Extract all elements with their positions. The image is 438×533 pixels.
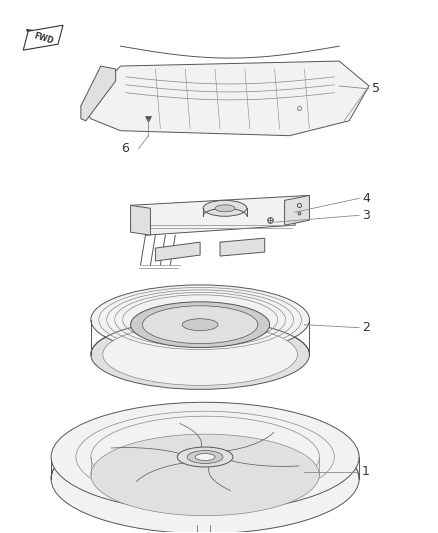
Polygon shape [23, 25, 63, 50]
Polygon shape [81, 61, 369, 136]
Text: 1: 1 [362, 465, 370, 479]
Text: FWD: FWD [32, 31, 54, 45]
Ellipse shape [51, 424, 359, 533]
Text: 3: 3 [362, 209, 370, 222]
Text: 6: 6 [120, 142, 128, 155]
Ellipse shape [91, 434, 319, 516]
Ellipse shape [91, 416, 319, 498]
Text: 5: 5 [372, 83, 380, 95]
Polygon shape [81, 66, 116, 121]
Ellipse shape [91, 285, 309, 354]
Ellipse shape [182, 319, 218, 330]
Polygon shape [285, 196, 309, 225]
Text: 2: 2 [362, 321, 370, 334]
Polygon shape [155, 242, 200, 261]
Ellipse shape [203, 200, 247, 216]
Ellipse shape [177, 447, 233, 467]
Ellipse shape [142, 306, 258, 344]
Ellipse shape [103, 324, 297, 385]
Ellipse shape [195, 454, 215, 461]
Ellipse shape [91, 320, 309, 389]
Ellipse shape [131, 302, 270, 348]
Polygon shape [131, 205, 150, 235]
Ellipse shape [51, 402, 359, 512]
Text: 4: 4 [362, 192, 370, 205]
Ellipse shape [215, 205, 235, 212]
Ellipse shape [187, 450, 223, 464]
Polygon shape [220, 238, 265, 256]
Ellipse shape [76, 411, 334, 503]
Polygon shape [131, 196, 309, 235]
